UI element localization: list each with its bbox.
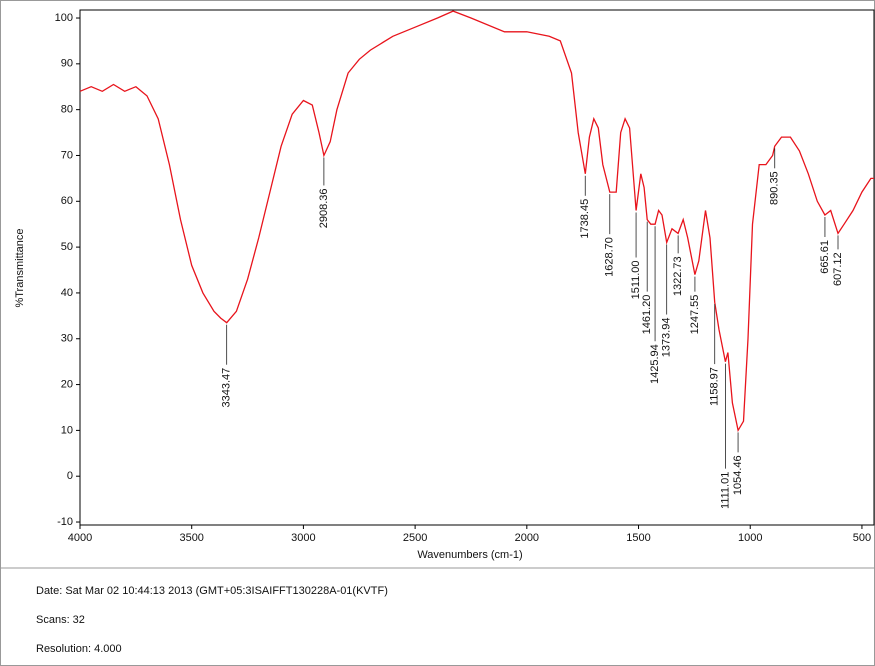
peak-label: 890.35 <box>769 171 781 205</box>
x-tick-label: 3000 <box>291 532 315 544</box>
y-tick-label: 100 <box>55 12 73 24</box>
y-tick-label: 40 <box>61 287 73 299</box>
y-tick-label: -10 <box>57 516 73 528</box>
peak-label: 2908.36 <box>318 188 330 228</box>
x-axis-label: Wavenumbers (cm-1) <box>417 549 522 561</box>
y-tick-label: 60 <box>61 195 73 207</box>
x-tick-label: 2500 <box>403 532 427 544</box>
y-tick-label: 20 <box>61 378 73 390</box>
peak-label: 1158.97 <box>709 367 721 406</box>
x-tick-label: 2000 <box>515 532 539 544</box>
peak-label: 1247.55 <box>689 295 701 335</box>
footer-line: Date: Sat Mar 02 10:44:13 2013 (GMT+05:3… <box>36 585 388 597</box>
x-tick-label: 3500 <box>179 532 203 544</box>
peak-label: 1738.45 <box>579 199 591 239</box>
y-tick-label: 70 <box>61 149 73 161</box>
x-tick-label: 1000 <box>738 532 762 544</box>
x-tick-label: 1500 <box>626 532 650 544</box>
footer-line: Scans: 32 <box>36 614 85 626</box>
peak-label: 1461.20 <box>641 295 653 335</box>
peak-label: 1054.46 <box>732 455 744 495</box>
peak-label: 1425.94 <box>649 344 661 384</box>
peak-label: 1373.94 <box>661 318 673 358</box>
footer-line: Resolution: 4.000 <box>36 643 122 655</box>
y-tick-label: 50 <box>61 241 73 253</box>
y-tick-label: 90 <box>61 58 73 70</box>
x-tick-label: 500 <box>853 532 871 544</box>
spectrum-line <box>79 10 874 433</box>
peak-label: 3343.47 <box>221 368 233 408</box>
peak-label: 665.61 <box>819 240 831 274</box>
plot-frame <box>79 9 875 526</box>
x-tick-label: 4000 <box>68 532 92 544</box>
peak-label: 1322.73 <box>672 256 684 296</box>
y-tick-label: 10 <box>61 424 73 436</box>
peak-label: 1111.01 <box>719 472 731 509</box>
y-tick-label: 0 <box>67 470 73 482</box>
peak-label: 1628.70 <box>604 237 616 277</box>
y-tick-label: 30 <box>61 333 73 345</box>
y-axis-label: %Transmittance <box>14 228 26 307</box>
peak-label: 607.12 <box>832 252 844 286</box>
peak-label: 1511.00 <box>630 260 642 299</box>
y-tick-label: 80 <box>61 104 73 116</box>
